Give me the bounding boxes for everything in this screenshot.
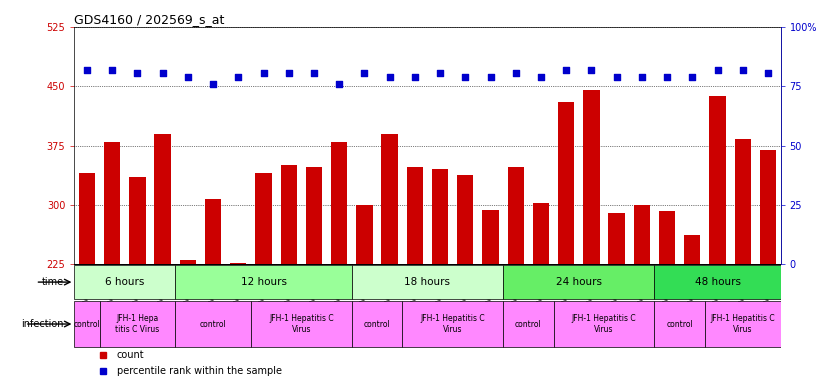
Point [333,81,346,87]
Text: count: count [116,350,145,360]
Point [509,70,522,76]
Bar [734,139,751,384]
Text: 24 hours: 24 hours [556,277,602,287]
Point [383,74,396,80]
Point [358,70,371,76]
Text: control: control [200,319,226,329]
Bar [352,301,402,347]
Bar [583,90,600,384]
Text: JFH-1 Hepa
titis C Virus: JFH-1 Hepa titis C Virus [116,314,159,334]
Bar [654,301,705,347]
Bar [104,142,121,384]
Bar [230,263,246,384]
Bar [331,142,348,384]
Text: infection: infection [21,319,64,329]
Text: JFH-1 Hepatitis C
Virus: JFH-1 Hepatitis C Virus [269,314,334,334]
Bar [503,265,654,299]
Bar [634,205,650,384]
Bar [457,175,473,384]
Bar [654,265,781,299]
Point [534,74,548,80]
Bar [432,169,449,384]
Point [484,74,497,80]
Bar [659,211,676,384]
Text: control: control [74,319,100,329]
Bar [352,265,503,299]
Point [131,70,144,76]
Bar [710,96,726,384]
Point [661,74,674,80]
Bar [306,167,322,384]
Text: control: control [363,319,391,329]
Point [80,67,93,73]
Bar [760,149,776,384]
Bar [382,134,398,384]
Point [711,67,724,73]
Bar [74,301,100,347]
Point [610,74,624,80]
Bar [281,166,297,384]
Bar [251,301,352,347]
Point [434,70,447,76]
Text: JFH-1 Hepatitis C
Virus: JFH-1 Hepatitis C Virus [420,314,485,334]
Bar [533,204,549,384]
Point [156,70,169,76]
Text: control: control [667,319,693,329]
Bar [100,301,175,347]
Text: percentile rank within the sample: percentile rank within the sample [116,366,282,376]
Point [257,70,270,76]
Bar [553,301,654,347]
Point [231,74,244,80]
Bar [705,301,781,347]
Bar [78,173,95,384]
Bar [175,301,251,347]
Text: 6 hours: 6 hours [105,277,145,287]
Point [206,81,220,87]
Text: 18 hours: 18 hours [405,277,450,287]
Bar [402,301,503,347]
Point [762,70,775,76]
Bar [175,265,352,299]
Point [282,70,296,76]
Point [408,74,421,80]
Point [559,67,572,73]
Point [736,67,749,73]
Bar [609,213,624,384]
Bar [255,173,272,384]
Bar [507,167,524,384]
Point [635,74,648,80]
Point [307,70,320,76]
Text: 12 hours: 12 hours [240,277,287,287]
Bar [406,167,423,384]
Point [686,74,699,80]
Point [106,67,119,73]
Bar [356,205,373,384]
Bar [558,102,574,384]
Text: JFH-1 Hepatitis C
Virus: JFH-1 Hepatitis C Virus [710,314,775,334]
Bar [482,210,499,384]
Bar [205,199,221,384]
Point [458,74,472,80]
Text: time: time [41,277,64,287]
Bar [684,235,700,384]
Text: JFH-1 Hepatitis C
Virus: JFH-1 Hepatitis C Virus [572,314,636,334]
Bar [154,134,171,384]
Bar [503,301,553,347]
Text: GDS4160 / 202569_s_at: GDS4160 / 202569_s_at [74,13,225,26]
Bar [74,265,175,299]
Bar [179,260,196,384]
Point [181,74,194,80]
Bar [129,177,145,384]
Text: control: control [515,319,542,329]
Text: 48 hours: 48 hours [695,277,741,287]
Point [585,67,598,73]
